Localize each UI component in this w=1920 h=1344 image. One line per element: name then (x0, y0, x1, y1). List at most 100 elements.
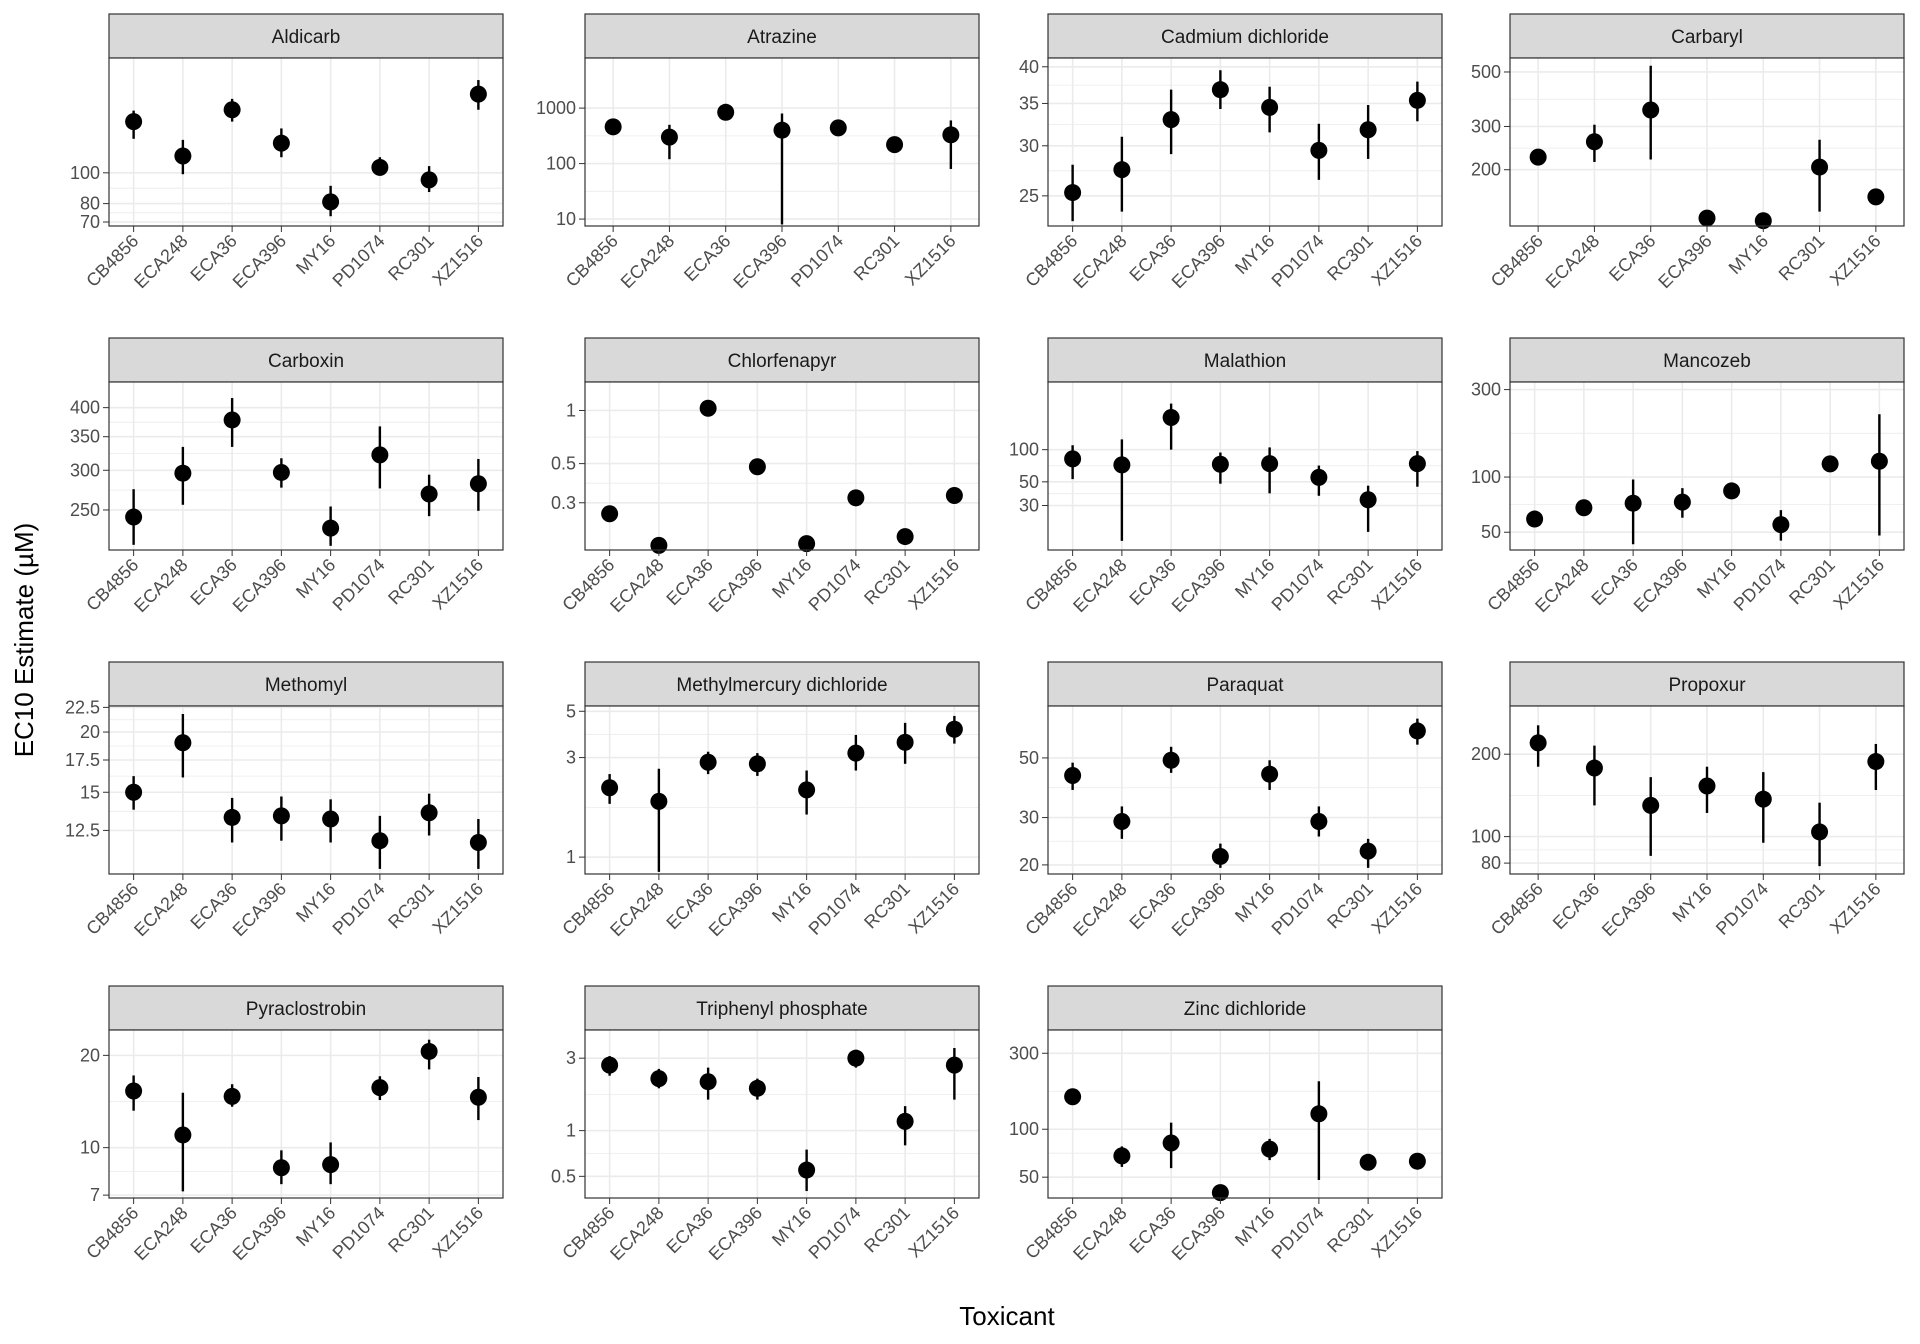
data-point-my16 (1261, 455, 1279, 473)
data-point-eca36 (699, 1073, 717, 1091)
y-tick-label: 35 (1019, 93, 1039, 113)
data-point-eca36 (699, 399, 717, 417)
x-tick-label: ECA248 (606, 1203, 668, 1265)
data-point-eca248 (1113, 161, 1131, 179)
x-tick-label: XZ1516 (428, 879, 487, 938)
x-tick-label: XZ1516 (1826, 231, 1885, 290)
x-tick-label: XZ1516 (1367, 231, 1426, 290)
panel-border (584, 1029, 980, 1199)
data-point-xz1516 (1867, 188, 1885, 206)
data-point-rc301 (1359, 121, 1377, 139)
panel-border (1047, 57, 1443, 227)
y-tick-label: 1 (566, 847, 576, 867)
x-tick-label: PD1074 (1268, 1203, 1328, 1263)
plot-area (1048, 58, 1442, 226)
x-tick-label: ECA36 (1605, 231, 1659, 285)
data-point-my16 (322, 810, 340, 828)
data-point-cb4856 (1064, 184, 1082, 202)
data-point-eca36 (1162, 1134, 1180, 1152)
x-tick-label: MY16 (292, 1203, 339, 1250)
x-tick-label: ECA396 (729, 231, 791, 293)
x-tick-label: ECA396 (1168, 879, 1230, 941)
panel-title: Triphenyl phosphate (696, 999, 867, 1020)
y-tick-label: 25 (1019, 186, 1039, 206)
panel-strip (1509, 661, 1905, 707)
panel-title: Methomyl (265, 675, 347, 696)
data-point-my16 (1261, 765, 1279, 783)
y-tick-label: 100 (546, 154, 576, 174)
data-point-my16 (798, 535, 816, 553)
y-tick-label: 17.5 (65, 750, 100, 770)
x-tick-label: ECA396 (229, 231, 291, 293)
panel-border (1047, 1029, 1443, 1199)
y-tick-label: 70 (80, 212, 100, 232)
x-tick-label: CB4856 (562, 231, 622, 291)
panel-title: Mancozeb (1663, 351, 1751, 372)
data-point-xz1516 (942, 126, 960, 144)
y-tick-label: 30 (1019, 496, 1039, 516)
x-tick-label: ECA36 (1549, 879, 1603, 933)
data-point-xz1516 (469, 1088, 487, 1106)
x-tick-label: PD1074 (1730, 555, 1790, 615)
data-point-rc301 (420, 1042, 438, 1060)
data-point-eca396 (1211, 847, 1229, 865)
data-point-eca248 (1113, 456, 1131, 474)
data-point-eca248 (174, 1126, 192, 1144)
x-tick-label: PD1074 (329, 879, 389, 939)
x-tick-label: MY16 (768, 1203, 815, 1250)
y-tick-label: 30 (1019, 136, 1039, 156)
data-point-my16 (1754, 212, 1772, 230)
x-tick-label: ECA396 (705, 1203, 767, 1265)
data-point-eca36 (717, 103, 735, 121)
y-tick-label: 300 (1471, 380, 1501, 400)
data-point-my16 (322, 193, 340, 211)
plot-area (109, 58, 503, 226)
panel-border (1047, 705, 1443, 875)
plot-area (585, 1030, 979, 1198)
y-axis-title: EC10 Estimate (µM) (9, 523, 39, 758)
panel-title: Zinc dichloride (1184, 999, 1307, 1020)
panel-border (584, 705, 980, 875)
x-tick-label: MY16 (1725, 231, 1772, 278)
data-point-xz1516 (1408, 722, 1426, 740)
x-tick-label: PD1074 (329, 555, 389, 615)
y-tick-label: 40 (1019, 57, 1039, 77)
x-tick-label: ECA396 (1654, 231, 1716, 293)
data-point-cb4856 (601, 779, 619, 797)
data-point-eca36 (1162, 751, 1180, 769)
y-tick-label: 200 (1471, 160, 1501, 180)
y-tick-label: 100 (70, 163, 100, 183)
x-tick-label: RC301 (1775, 879, 1829, 933)
data-point-rc301 (1821, 455, 1839, 473)
data-point-pd1074 (371, 832, 389, 850)
panel-zinc-dichloride: Zinc dichloride50100300CB4856ECA248ECA36… (1009, 985, 1443, 1265)
data-point-my16 (798, 1161, 816, 1179)
x-tick-label: MY16 (1231, 1203, 1278, 1250)
data-point-xz1516 (1408, 91, 1426, 109)
data-point-eca36 (223, 411, 241, 429)
x-tick-label: XZ1516 (1367, 555, 1426, 614)
panel-border (108, 381, 504, 551)
plot-area (109, 382, 503, 550)
x-tick-label: ECA396 (229, 555, 291, 617)
panel-strip (108, 661, 504, 707)
data-point-eca396 (1211, 81, 1229, 99)
data-point-rc301 (1811, 823, 1829, 841)
y-tick-label: 10 (556, 209, 576, 229)
data-point-eca248 (1113, 813, 1131, 831)
x-tick-label: XZ1516 (428, 1203, 487, 1262)
data-point-cb4856 (1529, 734, 1547, 752)
data-point-eca248 (1113, 1147, 1131, 1165)
x-tick-label: ECA396 (1630, 555, 1692, 617)
x-tick-label: ECA248 (1531, 555, 1593, 617)
x-tick-label: CB4856 (1487, 879, 1547, 939)
x-tick-label: PD1074 (329, 1203, 389, 1263)
data-point-cb4856 (601, 1056, 619, 1074)
y-tick-label: 200 (1471, 744, 1501, 764)
x-tick-label: ECA396 (1168, 1203, 1230, 1265)
x-tick-label: MY16 (768, 555, 815, 602)
